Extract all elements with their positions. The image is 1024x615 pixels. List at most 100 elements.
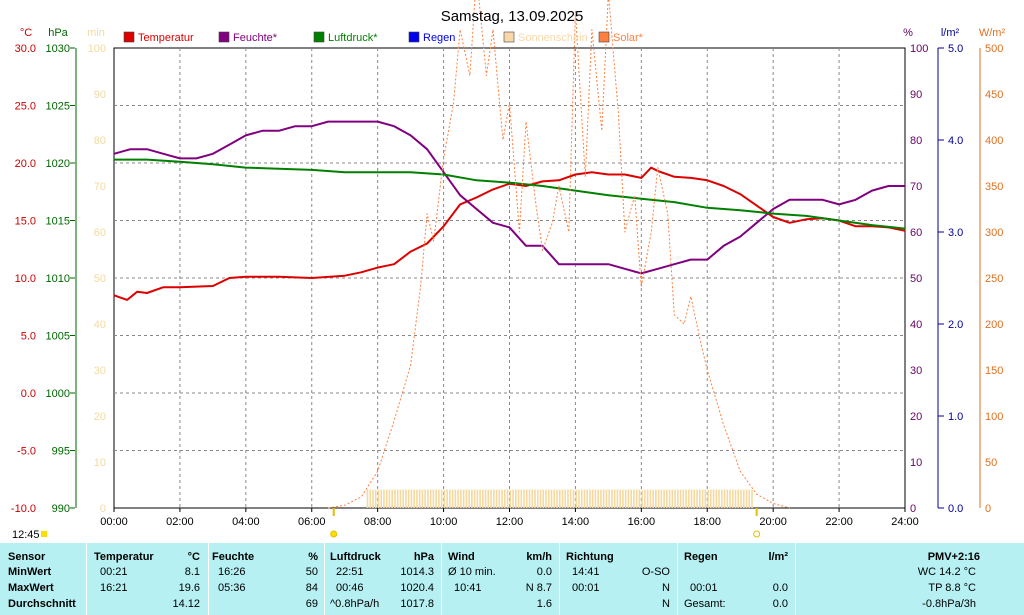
sunshine-bar [416, 489, 418, 508]
hum-avg: 69 [305, 598, 318, 610]
sunshine-bar [512, 489, 514, 508]
temp-max-time: 16:21 [100, 582, 128, 594]
temp-max: 19.6 [178, 582, 200, 594]
pressure-tick-label: 1030 [46, 43, 70, 55]
axis-unit-label: l/m² [941, 27, 960, 39]
sunshine-bar [517, 489, 520, 508]
pressure-tick-label: 1025 [46, 101, 70, 113]
solar-tick-label: 500 [985, 43, 1003, 55]
sunshine-bar [742, 489, 745, 508]
sunshine-bar [561, 489, 564, 508]
solar-tick-label: 300 [985, 227, 1003, 239]
x-tick-label: 06:00 [298, 516, 326, 528]
pmv-trend: -0.8hPa/3h [922, 598, 976, 610]
sunshine-bar [374, 489, 377, 508]
sun-duration-label: 12:45 [12, 529, 40, 541]
legend-label: Luftdruck* [328, 32, 378, 44]
row-label: MinWert [8, 566, 52, 578]
rain-total-label: Gesamt: [684, 598, 726, 610]
sunshine-bar [627, 489, 630, 508]
sunshine-bar [394, 489, 396, 508]
row-label: Durchschnitt [8, 598, 76, 610]
sunshine-bar [605, 489, 608, 508]
sunshine-bar [699, 489, 701, 508]
series-line-solar [328, 0, 790, 509]
wind-max-time: 10:41 [454, 582, 482, 594]
sunshine-bar [712, 489, 715, 508]
temp-tick-label: 30.0 [15, 43, 36, 55]
sunshine-bar [597, 489, 599, 508]
sunshine-bar [493, 489, 495, 508]
press-min-time: 22:51 [336, 566, 364, 578]
sunshine-bar [460, 489, 462, 508]
sunshine-bar [427, 489, 429, 508]
x-tick-label: 04:00 [232, 516, 260, 528]
header-press: Luftdruck [330, 551, 381, 563]
pressure-tick-label: 1005 [46, 331, 70, 343]
legend-swatch [123, 31, 135, 43]
sunshine-bar [685, 489, 687, 508]
sunshine-bar [536, 489, 539, 508]
sunshine-bar [567, 489, 569, 508]
humidity-tick-label: 100 [910, 43, 928, 55]
humidity-tick-label: 0 [910, 503, 916, 515]
wind-avg: 1.6 [536, 598, 552, 610]
pressure-tick-label: 995 [52, 446, 70, 458]
sunshine-bar [586, 489, 589, 508]
legend-swatch [503, 31, 515, 43]
solar-tick-label: 250 [985, 273, 1003, 285]
sunshine-bar [677, 489, 679, 508]
sunshine-tick-label: 50 [94, 273, 106, 285]
x-tick-label: 16:00 [628, 516, 656, 528]
solar-tick-label: 450 [985, 89, 1003, 101]
rain-tick-label: 3.0 [948, 227, 963, 239]
sunshine-bar [429, 489, 432, 508]
sunshine-bar [745, 489, 748, 508]
temp-tick-label: 10.0 [15, 273, 36, 285]
sunshine-bar [377, 489, 380, 508]
temp-tick-label: -10.0 [11, 503, 36, 515]
sunshine-bar [553, 489, 556, 508]
sunshine-bar [704, 489, 707, 508]
axes: 30.025.020.015.010.05.00.0-5.0-10.010301… [11, 27, 1006, 541]
sunshine-bar [495, 489, 498, 508]
sunshine-bar [413, 489, 415, 508]
solar-tick-label: 100 [985, 411, 1003, 423]
humidity-tick-label: 80 [910, 135, 922, 147]
sunshine-bar [396, 489, 399, 508]
sunshine-tick-label: 60 [94, 227, 106, 239]
press-avg: 1017.8 [400, 598, 434, 610]
dir-min-time: 14:41 [572, 566, 600, 578]
axis-unit-label: min [87, 27, 105, 39]
legend-swatch [313, 31, 325, 43]
humidity-tick-label: 90 [910, 89, 922, 101]
sunshine-bar [696, 489, 698, 508]
sunshine-bar [383, 489, 385, 508]
press-max-time: 00:46 [336, 582, 364, 594]
header-rain: Regen [684, 551, 718, 563]
series-lines [113, 0, 906, 509]
sunshine-bar [682, 489, 685, 508]
sunshine-bar [580, 489, 583, 508]
sunshine-bar [399, 489, 402, 508]
legend-label: Sonnenschein [518, 32, 588, 44]
sunshine-bar [709, 489, 712, 508]
sunshine-bar [660, 489, 663, 508]
axis-unit-label: % [903, 27, 913, 39]
header-rain-unit: l/m² [768, 551, 788, 563]
press-max: 1020.4 [400, 582, 434, 594]
sunshine-bar [578, 489, 580, 508]
sunshine-bar [545, 489, 547, 508]
sunshine-bar [369, 489, 372, 508]
sunshine-bar [435, 489, 437, 508]
sunshine-bar [751, 489, 753, 508]
header-temp-unit: °C [187, 551, 200, 563]
sunshine-bar [569, 489, 572, 508]
temp-tick-label: 5.0 [21, 331, 36, 343]
sunshine-bar [740, 489, 742, 508]
pressure-tick-label: 1000 [46, 388, 70, 400]
sunshine-bar [468, 489, 470, 508]
header-hum-unit: % [308, 551, 318, 563]
sunshine-bar [504, 489, 506, 508]
sunshine-bar [701, 489, 704, 508]
